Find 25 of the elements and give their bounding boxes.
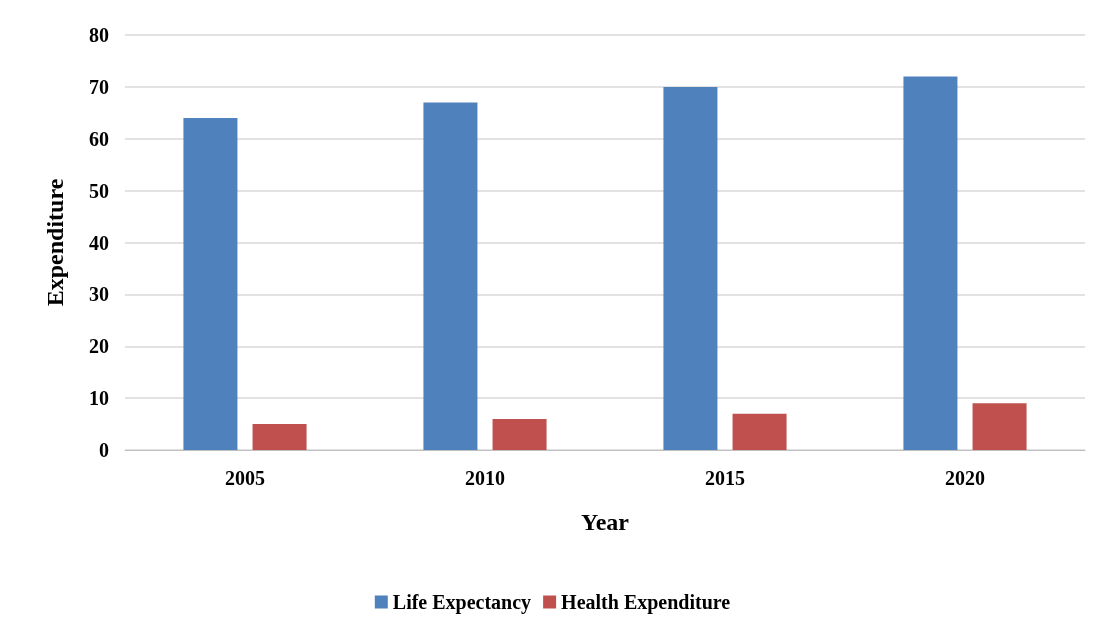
bar	[252, 424, 307, 450]
x-tick-label: 2005	[225, 467, 265, 489]
bar	[492, 418, 547, 450]
bar	[732, 413, 787, 450]
y-tick-label: 80	[89, 24, 109, 46]
y-tick-label: 30	[89, 283, 109, 306]
y-tick-label: 10	[89, 387, 109, 410]
legend-label: Life Expectancy	[392, 591, 532, 614]
bar	[183, 118, 238, 450]
y-tick-label: 40	[89, 231, 109, 254]
y-tick-label: 0	[99, 439, 109, 461]
legend-label: Health Expenditure	[561, 591, 731, 614]
bar	[423, 102, 478, 450]
x-tick-label: 2015	[705, 467, 745, 489]
bar	[903, 76, 958, 450]
bar	[663, 86, 718, 450]
bar	[972, 403, 1027, 450]
y-tick-label: 60	[89, 127, 109, 150]
y-tick-label: 50	[89, 179, 109, 202]
y-tick-label: 70	[89, 75, 109, 98]
y-tick-label: 20	[89, 335, 109, 358]
x-tick-label: 2020	[945, 467, 985, 489]
y-axis-title: Expenditure	[42, 178, 68, 307]
x-tick-label: 2010	[465, 467, 505, 489]
x-axis-title: Year	[581, 509, 630, 535]
